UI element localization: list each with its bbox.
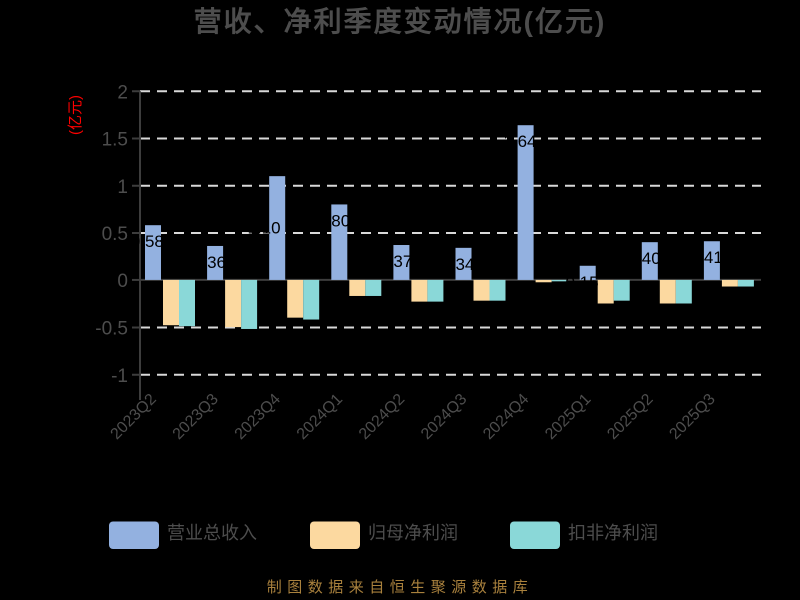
- svg-text:营收、净利季度变动情况(亿元): 营收、净利季度变动情况(亿元): [194, 5, 607, 37]
- svg-text:-1: -1: [111, 366, 128, 387]
- svg-text:扣非净利润: 扣非净利润: [568, 523, 658, 543]
- svg-text:制图数据来自恒生聚源数据库: 制图数据来自恒生聚源数据库: [267, 579, 534, 596]
- svg-text:0.41: 0.41: [690, 248, 723, 267]
- svg-text:0.58: 0.58: [131, 232, 164, 251]
- svg-text:0: 0: [117, 271, 128, 292]
- svg-text:1.10: 1.10: [248, 219, 281, 238]
- svg-text:归母净利润: 归母净利润: [368, 523, 458, 543]
- svg-text:1.5: 1.5: [102, 130, 128, 151]
- svg-text:1.64: 1.64: [503, 132, 536, 151]
- svg-text:0.37: 0.37: [379, 252, 412, 271]
- svg-text:(亿元): (亿元): [67, 95, 84, 135]
- svg-text:0.80: 0.80: [317, 211, 350, 230]
- svg-text:-0.5: -0.5: [95, 319, 128, 340]
- svg-text:0.36: 0.36: [193, 253, 226, 272]
- svg-text:0.40: 0.40: [628, 249, 661, 268]
- svg-text:0.34: 0.34: [441, 255, 474, 274]
- svg-text:1: 1: [117, 177, 128, 198]
- svg-text:0.5: 0.5: [102, 224, 128, 245]
- svg-text:营业总收入: 营业总收入: [167, 523, 257, 543]
- svg-text:2: 2: [117, 82, 128, 103]
- svg-text:0.15: 0.15: [566, 273, 599, 292]
